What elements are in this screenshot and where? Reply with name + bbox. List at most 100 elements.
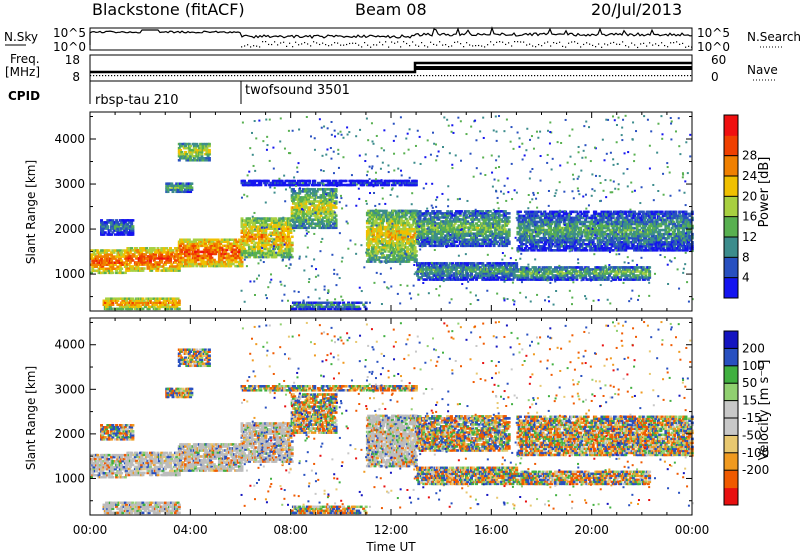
power-cell [369, 242, 373, 245]
nave-point [513, 75, 515, 77]
power-cell [585, 214, 589, 218]
power-cell [207, 248, 211, 252]
power-cell [275, 235, 279, 239]
power-cell [453, 216, 457, 219]
power-cell [212, 258, 216, 262]
power-cell [245, 235, 249, 239]
power-cell [497, 218, 501, 221]
power-cell [217, 262, 221, 266]
nsearch-point [316, 42, 318, 44]
power-cell [401, 242, 405, 245]
power-cell [459, 222, 463, 225]
nave-point [642, 75, 644, 77]
power-cell [453, 220, 457, 223]
power-cell [322, 194, 326, 197]
power-cell [295, 224, 299, 228]
power-cell [557, 242, 561, 246]
power-cell [486, 264, 490, 267]
power-cell [522, 222, 526, 226]
power-cell [434, 268, 438, 271]
power-cell [280, 217, 284, 220]
power-cell [457, 230, 461, 233]
nsearch-point [376, 44, 378, 46]
power-cell [275, 227, 279, 230]
nave-point [420, 75, 422, 77]
nave-point [243, 75, 245, 77]
nsky-label: N.Sky [4, 30, 38, 44]
power-cell [290, 243, 294, 247]
power-cell [265, 227, 269, 230]
power-cell [518, 226, 522, 230]
nsky-panel-frame [89, 27, 693, 51]
power-cell [403, 233, 407, 237]
power-cell [374, 221, 378, 225]
nave-point [255, 75, 257, 77]
power-cell [561, 232, 565, 236]
power-cell [142, 259, 146, 262]
power-cell [413, 248, 417, 251]
power-cell [334, 188, 338, 191]
power-cell [569, 236, 573, 240]
power-cell [449, 222, 453, 225]
power-cell [571, 224, 575, 228]
power-cell [520, 247, 524, 250]
power-cell [551, 234, 555, 238]
nsearch-point [385, 41, 387, 43]
power-cell [377, 221, 381, 225]
power-cell [202, 262, 206, 266]
nave-point [198, 75, 200, 77]
power-cell [266, 253, 270, 257]
power-cell [290, 210, 294, 213]
power-cell [535, 212, 539, 216]
power-cell [293, 222, 297, 226]
power-cell [207, 252, 211, 256]
power-cell [245, 227, 249, 230]
power-cell [545, 218, 549, 222]
power-cell [240, 225, 244, 228]
power-cell [475, 218, 479, 221]
cpid-segment-2: twofsound 3501 [245, 83, 350, 98]
power-cell [284, 227, 288, 230]
power-cell [241, 237, 245, 241]
power-cell [512, 276, 516, 279]
power-cell [393, 256, 397, 259]
nave-point [561, 75, 563, 77]
power-cell [587, 232, 591, 236]
power-cell [544, 216, 548, 220]
power-cell [446, 274, 450, 277]
power-cell [194, 240, 198, 244]
power-cell [429, 270, 433, 273]
power-cell [200, 238, 204, 241]
power-cell [148, 257, 152, 260]
power-cell [549, 220, 553, 224]
power-cell [324, 202, 328, 205]
power-cell [235, 260, 239, 264]
power-cell [329, 202, 333, 205]
power-cell [436, 236, 440, 239]
power-cell [527, 230, 531, 234]
nave-point [687, 75, 689, 77]
nsearch-point [622, 41, 624, 43]
power-cell [464, 238, 468, 241]
power-cell [422, 220, 426, 223]
nave-point [180, 75, 182, 77]
power-cell [495, 234, 499, 237]
power-cell [229, 262, 233, 266]
power-cell [111, 257, 115, 260]
power-cell [535, 238, 539, 242]
power-cell [392, 260, 396, 263]
power-cell [512, 268, 516, 271]
nsearch-point [286, 45, 288, 47]
power-cell [492, 270, 496, 273]
power-cell [290, 235, 294, 239]
power-cell [477, 224, 481, 227]
power-cell [442, 230, 446, 233]
power-cell [416, 274, 420, 277]
power-cell [196, 258, 200, 262]
power-cell [248, 217, 252, 220]
power-cell [516, 238, 520, 242]
power-cell [414, 258, 418, 261]
power-cell [475, 266, 479, 269]
power-cell [416, 214, 420, 217]
nave-point [552, 75, 554, 77]
